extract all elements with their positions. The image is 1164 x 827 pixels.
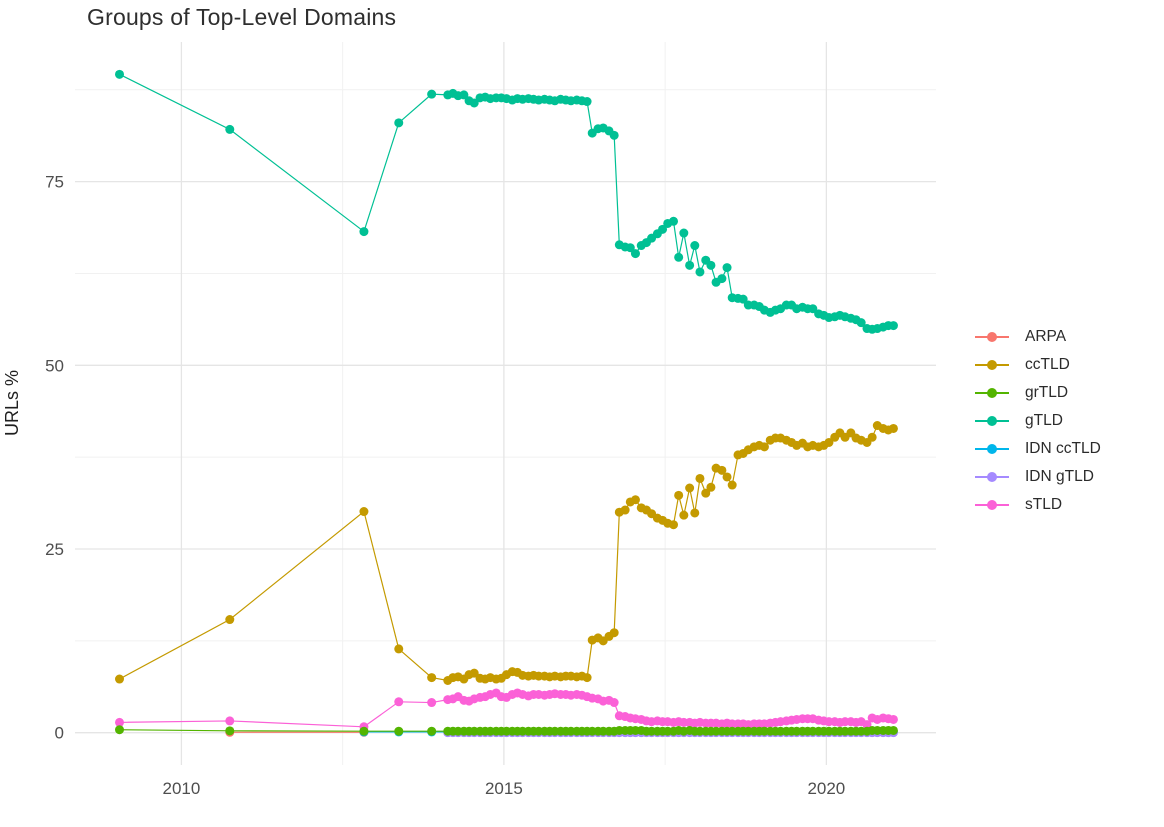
series-point-ccTLD [759,442,769,452]
series-point-gTLD [685,260,695,270]
y-tick-label: 0 [55,724,64,743]
legend-label: ARPA [1025,328,1067,345]
series-point-ccTLD [669,520,679,530]
chart-title: Groups of Top-Level Domains [87,4,397,30]
series-point-ccTLD [115,674,125,684]
series-point-ccTLD [609,628,619,638]
legend-key-icon [975,331,1009,343]
series-point-gTLD [115,69,125,79]
y-tick-label: 25 [45,540,64,559]
series-point-gTLD [888,321,898,331]
series-point-gTLD [717,274,727,284]
legend-key-icon [975,387,1009,399]
legend-item-idn-cctld: IDN ccTLD [975,435,1101,463]
legend-item-grtld: grTLD [975,379,1101,407]
series-point-gTLD [625,243,635,253]
legend-label: grTLD [1025,384,1069,401]
series-line-ccTLD [119,424,894,682]
legend-item-cctld: ccTLD [975,351,1101,379]
series-point-gTLD [695,267,705,277]
series-point-ccTLD [867,432,877,442]
series-point-ccTLD [888,423,898,433]
series-point-ccTLD [427,673,437,683]
series-point-gTLD [427,89,437,99]
series-point-gTLD [630,249,640,259]
legend-key-icon [975,471,1009,483]
series-point-gTLD [679,228,689,238]
series-point-grTLD [394,726,404,736]
series-point-gTLD [722,263,732,273]
x-tick-label: 2020 [807,779,845,798]
series-point-grTLD [115,725,125,735]
series-point-gTLD [658,224,668,234]
legend-item-arpa: ARPA [975,323,1101,351]
legend: ARPA ccTLD grTLD gTLD IDN ccTLD IDN gTLD… [975,323,1101,519]
series-point-gTLD [225,124,235,134]
series-point-grTLD [359,726,369,736]
legend-label: gTLD [1025,412,1063,429]
series-point-ccTLD [359,507,369,517]
series-point-gTLD [856,318,866,328]
legend-item-stld: sTLD [975,491,1101,519]
series-point-sTLD [394,697,404,707]
series-point-ccTLD [824,437,834,447]
series-point-grTLD [225,726,235,736]
legend-label: IDN gTLD [1025,468,1094,485]
series-point-sTLD [427,698,437,708]
series-point-ccTLD [225,615,235,625]
series-line-gTLD [119,73,894,330]
series-point-ccTLD [469,668,479,678]
series-point-gTLD [674,252,684,262]
x-tick-label: 2010 [163,779,201,798]
series-point-ccTLD [630,495,640,505]
legend-key-icon [975,359,1009,371]
series-point-grTLD [888,725,898,735]
legend-label: sTLD [1025,496,1063,513]
series-point-ccTLD [695,473,705,483]
series-point-sTLD [609,698,619,708]
series-point-sTLD [862,720,872,730]
series-point-ccTLD [685,483,695,493]
legend-item-gtld: gTLD [975,407,1101,435]
series-point-ccTLD [582,673,592,683]
series-point-ccTLD [679,510,689,520]
series-point-ccTLD [717,465,727,475]
series-point-gTLD [669,216,679,226]
y-tick-label: 75 [45,173,64,192]
series-point-ccTLD [727,480,737,490]
series-point-ccTLD [706,482,716,492]
legend-item-idn-gtld: IDN gTLD [975,463,1101,491]
series-point-sTLD [225,716,235,726]
series-point-gTLD [690,241,700,251]
legend-key-icon [975,415,1009,427]
series-point-ccTLD [620,505,630,515]
series-point-gTLD [609,130,619,140]
legend-label: IDN ccTLD [1025,440,1101,457]
series-point-ccTLD [701,488,711,498]
series-point-sTLD [888,714,898,724]
series-point-ccTLD [674,490,684,500]
series-point-gTLD [359,227,369,237]
series-point-gTLD [738,294,748,304]
series-point-gTLD [808,304,818,314]
series-point-ccTLD [394,644,404,654]
series-point-gTLD [582,97,592,107]
series-point-gTLD [706,260,716,270]
series-point-sTLD [115,717,125,727]
x-tick-label: 2015 [485,779,523,798]
series-point-gTLD [394,118,404,128]
legend-key-icon [975,443,1009,455]
legend-key-icon [975,499,1009,511]
series-point-gTLD [459,90,469,100]
series-point-ccTLD [690,508,700,518]
series-point-gTLD [469,98,479,108]
series-point-grTLD [427,726,437,736]
y-tick-label: 50 [45,356,64,375]
series-point-ccTLD [722,472,732,482]
legend-label: ccTLD [1025,356,1070,373]
